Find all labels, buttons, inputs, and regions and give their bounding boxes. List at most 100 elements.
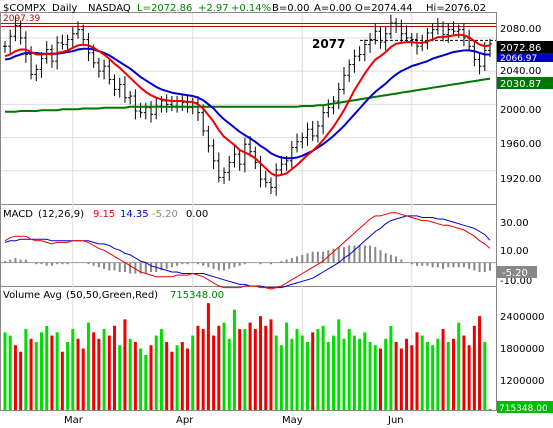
volume-bar (478, 316, 482, 410)
volume-bar (269, 319, 273, 410)
volume-bar (373, 345, 377, 410)
volume-last-label: 715348.00 (499, 404, 548, 414)
volume-bar (149, 345, 153, 410)
volume-bar (378, 348, 382, 410)
volume-tick-label: 2400000 (500, 312, 545, 323)
volume-bar (144, 354, 148, 410)
volume-bar (3, 332, 7, 410)
volume-bar (66, 342, 70, 410)
volume-bar (389, 325, 393, 410)
volume-bar (107, 335, 111, 410)
header-open: O=2074.44 (355, 3, 413, 14)
macd-title: MACD (3, 209, 33, 220)
volume-bar (410, 345, 414, 410)
header-symbol: $COMPX (3, 3, 46, 14)
last-price-label: 2072.86 (500, 43, 541, 54)
header-bid: B=0.00 (272, 3, 310, 14)
volume-bar (170, 351, 174, 410)
volume-bar (436, 338, 440, 410)
volume-bar (467, 345, 471, 410)
volume-bar (118, 345, 122, 410)
volume-bar (186, 348, 190, 410)
price-tick-label: 2080.00 (500, 24, 541, 35)
header-period: Daily (52, 3, 77, 14)
volume-last-tag (497, 401, 553, 413)
volume-bar (139, 348, 143, 410)
volume-bar (201, 329, 205, 410)
volume-bar (295, 329, 299, 410)
volume-bar (488, 409, 492, 410)
signal-line (4, 215, 491, 289)
volume-bar (232, 309, 236, 410)
volume-bar (451, 338, 455, 410)
volume-bar (462, 335, 466, 410)
volume-bar (399, 348, 403, 410)
header-high: Hi=2076.02 (426, 3, 486, 14)
volume-bar (154, 335, 158, 410)
volume-bar (19, 351, 23, 410)
volume-bar (431, 345, 435, 410)
volume-bar (123, 319, 127, 410)
volume-bar (316, 329, 320, 410)
volume-bar (50, 335, 54, 410)
ema-fast-line (4, 33, 491, 177)
header-ask: A=0.00 (314, 3, 352, 14)
volume-bar (24, 329, 28, 410)
volume-bar (274, 335, 278, 410)
volume-bar (457, 322, 461, 410)
volume-bar (394, 342, 398, 410)
volume-bar (81, 348, 85, 410)
volume-bar (368, 342, 372, 410)
volume-bar (217, 325, 221, 410)
volume-bar (279, 345, 283, 410)
volume-bar (191, 335, 195, 410)
band-label: 2097.39 (3, 14, 40, 24)
volume-bar (342, 338, 346, 410)
ma-label-a: 2066.97 (500, 54, 537, 64)
ma-tag-a (497, 53, 553, 62)
resistance-annotation: 2077 (312, 37, 345, 51)
volume-bar (8, 335, 12, 410)
volume-params: (50,50,Green,Red) (66, 290, 158, 301)
volume-bar (212, 335, 216, 410)
zero-value: 0.00 (186, 209, 208, 220)
volume-bar (196, 325, 200, 410)
volume-bar (128, 338, 132, 410)
volume-bar (311, 332, 315, 410)
volume-bar (29, 338, 33, 410)
volume-bar (337, 319, 341, 410)
volume-bar (420, 335, 424, 410)
volume-bar (13, 345, 17, 410)
volume-bar (180, 342, 184, 410)
volume-bar (352, 335, 356, 410)
volume-bar (34, 342, 38, 410)
volume-bar (227, 338, 231, 410)
volume-bar (243, 329, 247, 410)
volume-bar (483, 342, 487, 410)
volume-bar (165, 342, 169, 410)
header-exchange: NASDAQ (88, 3, 131, 14)
volume-avg-value: 715348.00 (170, 290, 224, 301)
volume-bar (76, 338, 80, 410)
volume-bar (206, 303, 210, 410)
month-label: Apr (176, 415, 194, 426)
volume-bar (113, 325, 117, 410)
volume-bar (290, 338, 294, 410)
volume-bar (326, 342, 330, 410)
price-tick-label: 1920.00 (500, 174, 541, 185)
signal-value: 14.35 (120, 209, 149, 220)
volume-bar (40, 332, 44, 410)
hist-tag (497, 266, 537, 278)
volume-bar (363, 332, 367, 410)
price-tick-label: 2040.00 (500, 66, 541, 77)
moving-averages (4, 33, 491, 177)
macd-tick-label: 10.00 (500, 246, 529, 257)
volume-bar (332, 335, 336, 410)
volume-bar (55, 332, 59, 410)
volume-bar (472, 325, 476, 410)
ema-slow-line (4, 47, 490, 160)
volume-bar (425, 342, 429, 410)
volume-bar (45, 325, 49, 410)
volume-bar (384, 338, 388, 410)
